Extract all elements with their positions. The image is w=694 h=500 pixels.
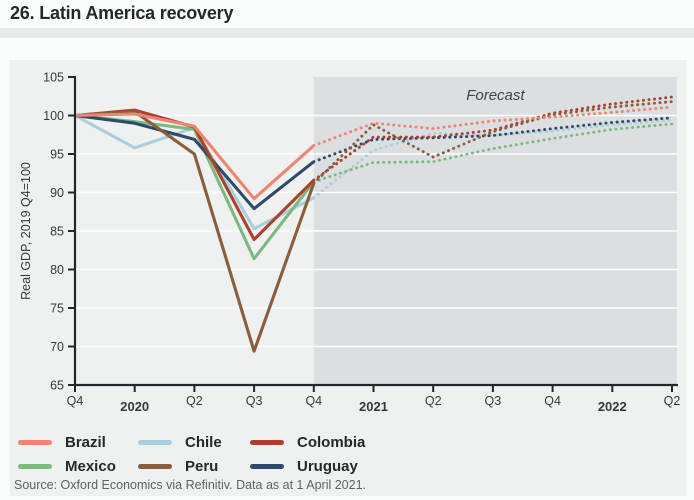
chart-legend: Brazil Chile Colombia Mexico Peru Uruguay xyxy=(18,431,488,483)
series-brazil-actual xyxy=(74,112,315,201)
x-tick-label-Q3-3: Q3 xyxy=(246,394,263,408)
x-tick-label-Q4-8: Q4 xyxy=(544,394,561,408)
series-mexico-forecast xyxy=(312,122,674,184)
y-tick-label-70: 70 xyxy=(50,340,64,354)
legend-swatch-uruguay xyxy=(250,463,284,469)
series-chile-forecast xyxy=(312,118,674,200)
y-tick-label-80: 80 xyxy=(50,263,64,277)
y-tick-label-100: 100 xyxy=(43,109,64,123)
x-tick-label-2020-1: 2020 xyxy=(120,399,149,414)
legend-label-chile: Chile xyxy=(185,433,222,451)
legend-label-brazil: Brazil xyxy=(65,433,106,451)
series-uruguay-actual xyxy=(74,113,315,211)
legend-swatch-mexico xyxy=(18,463,52,469)
series-colombia-forecast xyxy=(312,95,674,182)
series-brazil-forecast xyxy=(312,105,674,147)
legend-item-brazil: Brazil xyxy=(18,431,106,453)
source-note: Source: Oxford Economics via Refinitiv. … xyxy=(14,478,367,492)
legend-item-mexico: Mexico xyxy=(18,455,116,477)
x-tick-label-Q2-2: Q2 xyxy=(186,394,203,408)
y-tick-label-90: 90 xyxy=(50,186,64,200)
legend-item-uruguay: Uruguay xyxy=(250,455,358,477)
forecast-label: Forecast xyxy=(466,87,525,104)
y-tick-label-75: 75 xyxy=(50,302,64,316)
x-tick-label-Q3-7: Q3 xyxy=(485,394,502,408)
x-tick-label-Q4-0: Q4 xyxy=(67,394,84,408)
y-tick-label-85: 85 xyxy=(50,225,64,239)
legend-swatch-chile xyxy=(138,439,172,445)
legend-swatch-colombia xyxy=(250,439,284,445)
series-peru-forecast xyxy=(312,100,674,185)
series-uruguay-forecast xyxy=(312,116,674,164)
x-tick-label-Q2-10: Q2 xyxy=(664,394,681,408)
legend-label-colombia: Colombia xyxy=(297,433,366,451)
series-colombia-actual xyxy=(74,108,315,242)
title-divider xyxy=(0,28,694,38)
legend-item-peru: Peru xyxy=(138,455,218,477)
legend-swatch-peru xyxy=(138,463,172,469)
legend-label-uruguay: Uruguay xyxy=(297,457,358,475)
series-mexico-actual xyxy=(74,113,316,261)
x-tick-label-2022-9: 2022 xyxy=(598,399,627,414)
figure-title: 26. Latin America recovery xyxy=(10,3,234,23)
legend-item-chile: Chile xyxy=(138,431,222,453)
legend-swatch-brazil xyxy=(18,439,52,445)
x-tick-label-Q2-6: Q2 xyxy=(425,394,442,408)
x-tick-label-2021-5: 2021 xyxy=(359,399,388,414)
x-tick-label-Q4-4: Q4 xyxy=(305,394,322,408)
legend-item-colombia: Colombia xyxy=(250,431,365,453)
y-tick-label-65: 65 xyxy=(50,379,64,393)
legend-label-mexico: Mexico xyxy=(65,457,116,475)
y-axis-title: Real GDP, 2019 Q4=100 xyxy=(19,162,33,300)
y-tick-label-105: 105 xyxy=(43,71,64,85)
y-tick-label-95: 95 xyxy=(50,148,64,162)
legend-label-peru: Peru xyxy=(185,457,219,475)
